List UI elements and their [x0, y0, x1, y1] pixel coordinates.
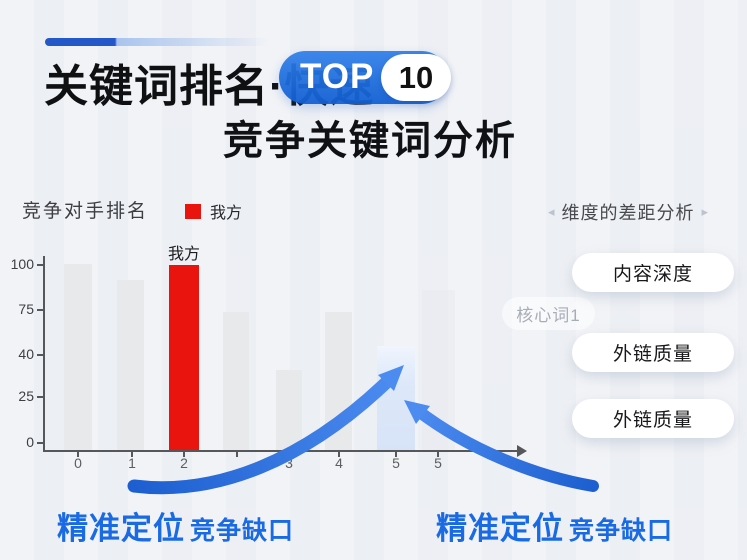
dimension-pill-backlink-quality-1[interactable]: 外链质量 — [572, 333, 734, 372]
x-tick-label-0: 0 — [74, 455, 82, 471]
dimension-pill-backlink-quality-2[interactable]: 外链质量 — [572, 399, 734, 438]
x-tick-label-4: 3 — [285, 455, 293, 471]
chevron-left-icon: ◂ — [548, 204, 555, 219]
top-number-capsule: 10 — [381, 54, 451, 101]
y-tick-label-3: 25 — [18, 388, 34, 404]
bar-3 — [223, 312, 249, 450]
our-bar-label: 我方 — [167, 246, 201, 263]
y-tick-label-4: 0 — [26, 434, 34, 450]
x-tick-label-2: 2 — [180, 455, 188, 471]
x-tick-label-6: 5 — [392, 455, 400, 471]
chart-legend: 我方 — [185, 199, 242, 223]
chart-title: 竞争对手排名 — [22, 201, 149, 222]
y-tick-0 — [37, 264, 44, 266]
x-axis-line — [43, 450, 519, 452]
x-tick-0 — [77, 452, 79, 457]
bar-5 — [325, 312, 352, 450]
legend-label: 我方 — [210, 205, 243, 222]
x-axis-arrowhead-icon — [517, 445, 527, 457]
x-tick-label-1: 1 — [128, 455, 136, 471]
annotation-right-big: 精准定位 — [436, 511, 564, 546]
chevron-right-icon: ▸ — [701, 204, 709, 219]
legend-red-swatch — [185, 203, 201, 219]
main-title-line2: 竞争关键词分析 — [223, 119, 517, 163]
bar-2-ours — [169, 265, 199, 450]
y-tick-1 — [37, 309, 44, 311]
annotation-left-big: 精准定位 — [57, 511, 185, 546]
y-tick-label-2: 40 — [18, 346, 34, 362]
bar-7 — [422, 290, 455, 450]
right-panel-header: ◂ 维度的差距分析 ▸ — [548, 199, 747, 225]
top10-badge: TOP 10 — [279, 51, 451, 104]
y-tick-3 — [37, 396, 44, 398]
x-tick-3 — [236, 452, 238, 457]
top-badge-label: TOP — [300, 57, 375, 96]
y-tick-4 — [37, 442, 44, 444]
y-tick-2 — [37, 354, 44, 356]
x-tick-label-7: 5 — [434, 455, 442, 471]
bar-6 — [377, 346, 415, 450]
top-number-value: 10 — [398, 59, 434, 95]
annotation-left: 精准定位 竞争缺口 — [57, 503, 294, 548]
faded-keyword-tag: 核心词1 — [502, 297, 595, 330]
x-tick-label-5: 4 — [335, 455, 343, 471]
bar-4 — [276, 370, 302, 450]
y-tick-label-0: 100 — [10, 256, 34, 272]
y-tick-label-1: 75 — [18, 301, 34, 317]
right-panel-title: 维度的差距分析 — [561, 203, 695, 223]
bar-1 — [117, 280, 144, 450]
bar-0 — [64, 264, 92, 450]
annotation-left-small: 竞争缺口 — [190, 517, 295, 545]
title-accent-dash — [45, 38, 270, 46]
dimension-pill-content-depth[interactable]: 内容深度 — [572, 253, 734, 292]
y-axis-line — [43, 256, 45, 452]
annotation-right-small: 竞争缺口 — [569, 517, 674, 545]
annotation-right: 精准定位 竞争缺口 — [436, 503, 673, 548]
